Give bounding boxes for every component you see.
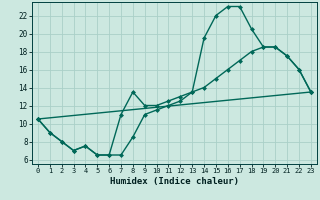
X-axis label: Humidex (Indice chaleur): Humidex (Indice chaleur)	[110, 177, 239, 186]
